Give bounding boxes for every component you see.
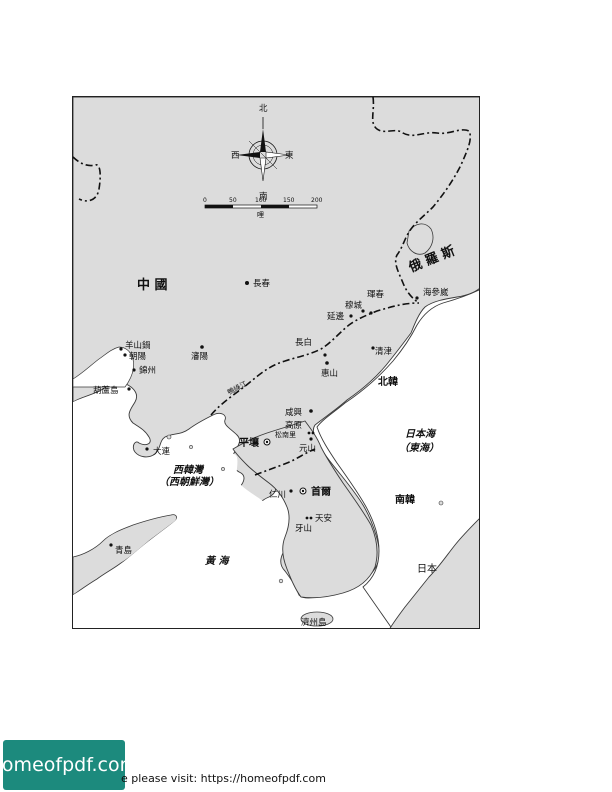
svg-text:牙山: 牙山	[295, 523, 312, 534]
island-dot	[166, 434, 172, 440]
svg-text:元山: 元山	[299, 443, 316, 454]
compass-north: 北	[259, 104, 268, 114]
border-korea-dmz	[254, 448, 316, 476]
label-japan: 日本	[417, 562, 437, 575]
city-huludao: 葫蘆島	[93, 385, 131, 396]
label-east-sea: （東海）	[399, 442, 439, 454]
city-wonsan: 元山	[299, 437, 316, 454]
city-dalian: 大連	[145, 446, 171, 457]
city-chongjin: 清津	[371, 346, 393, 357]
city-seoul: 首爾	[299, 485, 331, 498]
scale-bar: 0 50 100 150 200 哩	[203, 197, 323, 219]
svg-text:天安: 天安	[315, 513, 332, 524]
svg-text:惠山: 惠山	[321, 368, 338, 379]
scale-tick-50: 50	[229, 197, 237, 204]
scale-tick-200: 200	[311, 197, 323, 204]
compass-south: 南	[259, 191, 268, 202]
city-chaoyang: 朝陽	[123, 352, 147, 362]
city-jinzhou: 錦州	[132, 365, 156, 376]
city-asan: 牙山	[295, 523, 312, 534]
scale-tick-150: 150	[283, 197, 295, 204]
compass-west: 西	[231, 151, 240, 161]
city-changbai: 長白	[295, 337, 327, 357]
scale-unit: 哩	[257, 211, 264, 219]
island-dot	[221, 467, 225, 471]
city-songnamni: 松南里	[275, 430, 315, 439]
island-north	[406, 223, 434, 255]
svg-text:葫蘆島: 葫蘆島	[93, 385, 119, 396]
jeju-island	[300, 611, 334, 627]
svg-text:平壤: 平壤	[239, 436, 260, 449]
island-dot	[278, 578, 284, 584]
label-yellow-sea: 黃 海	[204, 555, 230, 567]
island-dot	[189, 445, 193, 449]
badge-text: homeofpdf.com	[0, 754, 139, 776]
island-dot	[438, 500, 444, 506]
scale-tick-0: 0	[203, 197, 207, 204]
label-west-korea-bay: 西韓灣	[173, 464, 205, 476]
border-china-russia-west	[73, 156, 101, 202]
city-shenyang: 瀋陽	[191, 345, 209, 362]
label-south-korea: 南韓	[395, 493, 415, 506]
yellow-sea	[73, 452, 293, 628]
city-yangshanguo: 羊山鍋	[119, 340, 151, 351]
city-changchun: 長春	[245, 278, 271, 289]
japan-landmass	[389, 518, 479, 628]
svg-text:仁川: 仁川	[269, 489, 286, 500]
label-sea-of-japan: 日本海	[405, 428, 437, 440]
svg-text:高原: 高原	[285, 420, 302, 431]
korea-map: 北 南 東 西 0 50 100 150 200 哩 中 國 俄 羅 斯 北韓 …	[73, 97, 479, 628]
city-hunchun: 琿春	[367, 289, 385, 315]
city-hyesan: 惠山	[321, 361, 338, 379]
compass-east: 東	[285, 150, 294, 161]
city-incheon: 仁川	[269, 489, 293, 500]
svg-text:羊山鍋: 羊山鍋	[125, 340, 151, 351]
korea-peninsula	[232, 420, 378, 599]
border-china-korea	[210, 302, 420, 416]
svg-text:海參崴: 海參崴	[423, 287, 449, 298]
svg-text:延邊: 延邊	[327, 311, 345, 322]
city-cheonan: 天安	[305, 513, 332, 524]
svg-text:瀋陽: 瀋陽	[191, 351, 209, 362]
svg-text:長白: 長白	[295, 337, 312, 348]
city-haishenwai: 海參崴	[415, 287, 449, 300]
city-mukcheng: 穆城	[345, 300, 365, 313]
svg-text:錦州: 錦州	[139, 365, 156, 376]
city-kowon: 高原	[285, 420, 302, 431]
svg-text:濟州島: 濟州島	[301, 617, 327, 628]
svg-text:穆城: 穆城	[345, 300, 363, 311]
svg-text:青島: 青島	[115, 545, 133, 556]
map-frame: 北 南 東 西 0 50 100 150 200 哩 中 國 俄 羅 斯 北韓 …	[72, 96, 480, 629]
city-hamhung: 咸興	[285, 407, 313, 418]
homeofpdf-badge[interactable]: homeofpdf.com	[0, 740, 138, 790]
svg-text:松南里: 松南里	[275, 430, 296, 439]
city-yanji: 延邊	[327, 311, 353, 322]
label-china: 中 國	[137, 277, 168, 293]
compass-rose: 北 南 東 西	[231, 104, 294, 202]
city-qingdao: 青島	[109, 543, 133, 556]
sea-of-japan	[316, 289, 479, 628]
city-pyongyang: 平壤	[239, 436, 271, 449]
svg-text:咸興: 咸興	[285, 407, 303, 418]
city-jejudo: 濟州島	[301, 617, 327, 628]
bohai-bay	[73, 385, 131, 447]
label-north-korea: 北韓	[378, 375, 398, 388]
label-west-korea-bay-alt: （西朝鮮灣）	[159, 476, 219, 488]
scale-tick-100: 100	[255, 197, 267, 204]
svg-text:首爾: 首爾	[311, 485, 331, 498]
svg-text:長春: 長春	[253, 278, 271, 289]
svg-text:大連: 大連	[153, 446, 171, 457]
footer-note: e please visit: https://homeofpdf.com	[121, 772, 326, 785]
svg-text:朝陽: 朝陽	[129, 352, 147, 362]
svg-text:清津: 清津	[375, 346, 393, 357]
svg-text:琿春: 琿春	[367, 289, 385, 300]
